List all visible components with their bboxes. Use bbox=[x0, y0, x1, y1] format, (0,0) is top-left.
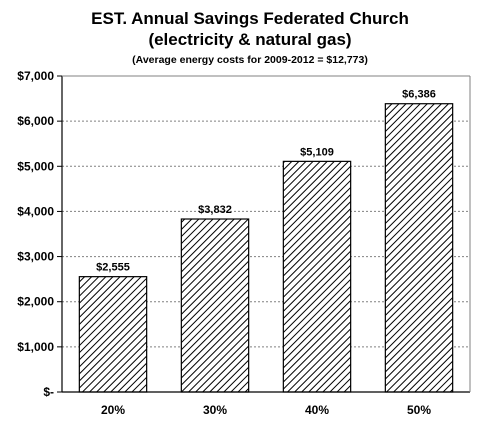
x-tick-label: 50% bbox=[407, 403, 431, 417]
chart-title-block: EST. Annual Savings Federated Church (el… bbox=[0, 0, 500, 67]
axes bbox=[57, 75, 471, 393]
chart-subtitle: (Average energy costs for 2009-2012 = $1… bbox=[132, 54, 368, 66]
labels: $- $1,000 $2,000 $3,000 $4,000 $5,000 $6,000 $7… bbox=[17, 69, 436, 417]
y-tick-label: $7,000 bbox=[17, 69, 54, 83]
y-tick-label: $6,000 bbox=[17, 114, 54, 128]
data-label: $6,386 bbox=[402, 89, 436, 101]
data-label: $3,832 bbox=[198, 204, 232, 216]
chart-title-line2: (electricity & natural gas) bbox=[148, 30, 352, 49]
bar-40pct bbox=[282, 160, 352, 393]
bar-50pct bbox=[384, 103, 454, 393]
bar-30pct bbox=[180, 218, 250, 393]
data-label: $5,109 bbox=[300, 146, 334, 158]
bars bbox=[78, 103, 454, 393]
y-tick-label: $3,000 bbox=[17, 250, 54, 264]
data-label: $2,555 bbox=[96, 262, 130, 274]
chart-title: EST. Annual Savings Federated Church bbox=[91, 9, 409, 28]
x-tick-label: 20% bbox=[101, 403, 125, 417]
y-tick-label: $5,000 bbox=[17, 159, 54, 173]
y-tick-label: $2,000 bbox=[17, 295, 54, 309]
x-tick-label: 40% bbox=[305, 403, 329, 417]
y-tick-label: $- bbox=[43, 385, 54, 399]
y-tick-label: $4,000 bbox=[17, 204, 54, 218]
y-tick-label: $1,000 bbox=[17, 340, 54, 354]
x-tick-label: 30% bbox=[203, 403, 227, 417]
bar-20pct bbox=[78, 276, 148, 393]
